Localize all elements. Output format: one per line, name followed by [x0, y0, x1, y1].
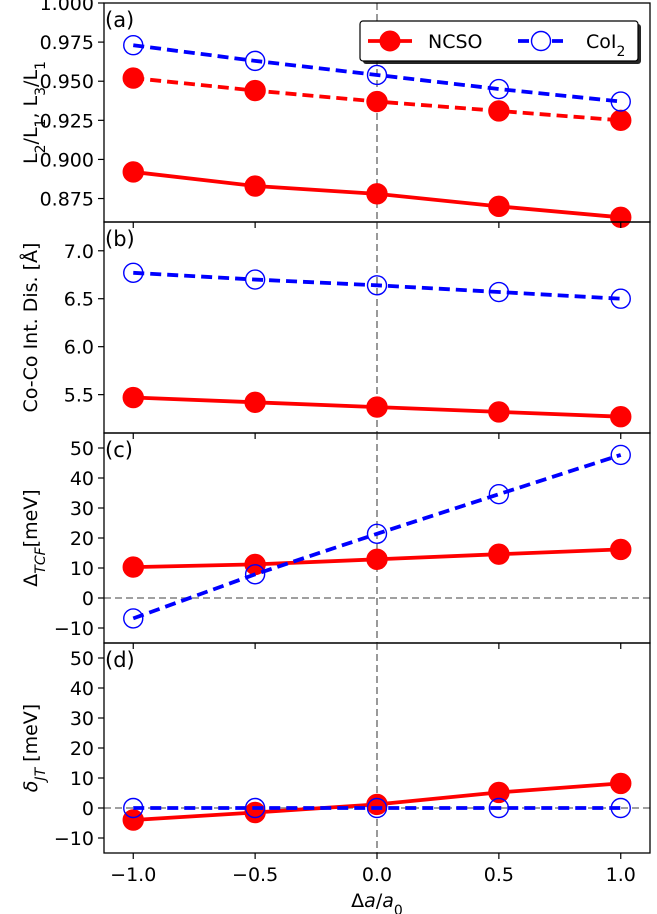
y-tick-label: 20 [70, 528, 94, 550]
y-tick-label: 6.0 [64, 337, 94, 359]
data-point-coi2 [244, 50, 266, 72]
data-point-coi2 [488, 78, 510, 100]
y-tick-label: 20 [70, 738, 94, 760]
y-tick-label: 0.925 [40, 110, 94, 132]
data-point-ncso [244, 79, 266, 102]
panels: 0.875 0.900 0.925 0.950 0.975 1.000 (a) L2/L1, … [19, 0, 651, 859]
data-point-coi2 [488, 797, 510, 819]
data-point-ncso [488, 195, 510, 218]
data-point-coi2 [244, 564, 266, 585]
data-point-ncso [366, 548, 388, 570]
data-point-ncso [610, 538, 632, 561]
data-point-coi2 [488, 281, 510, 303]
x-tick-label: 1.0 [606, 864, 636, 886]
panel-a: 0.875 0.900 0.925 0.950 0.975 1.000 (a) L2/L1, … [20, 0, 651, 229]
y-tick-label: 0.900 [40, 149, 94, 171]
data-point-coi2 [366, 797, 388, 819]
y-tick-label: −10 [54, 828, 94, 850]
y-tick-label: 10 [70, 558, 94, 580]
data-point-ncso [122, 556, 144, 578]
data-point-coi2 [244, 797, 266, 819]
y-tick-label: −10 [54, 618, 94, 640]
panel-label: (b) [105, 227, 135, 251]
x-tick-label: 0.5 [484, 864, 514, 886]
y-tick-label: 5.5 [64, 385, 94, 407]
data-point-coi2 [610, 444, 631, 466]
series-line-coi2-2 [133, 43, 621, 104]
y-axis-label: Co-Co Int. Dis. [Å] [19, 243, 42, 413]
panel-label: (a) [105, 8, 134, 32]
y-tick-label: 50 [70, 648, 94, 670]
data-point-ncso [366, 183, 388, 205]
legend: NCSO CoI2 [359, 20, 641, 64]
data-point-ncso [122, 809, 144, 831]
y-tick-label: 10 [70, 768, 94, 790]
legend-marker-ncso [379, 30, 401, 52]
data-point-ncso [122, 161, 144, 183]
y-tick-label: 0 [82, 588, 94, 610]
data-point-coi2 [123, 797, 144, 819]
y-tick-label: 6.5 [64, 289, 94, 311]
x-tick-label: −0.5 [232, 864, 278, 886]
legend-box [359, 20, 639, 62]
legend-label-ncso: NCSO [428, 31, 483, 53]
data-point-coi2 [123, 608, 144, 629]
x-tick-label: −1.0 [110, 864, 156, 886]
panel-label: (d) [105, 648, 135, 672]
series-line-coi2-1 [133, 270, 621, 301]
y-tick-label: 50 [70, 438, 94, 460]
data-point-ncso [244, 801, 266, 824]
y-axis-label: L2/L1, L3/L1 [20, 61, 49, 164]
y-tick-label: 30 [70, 498, 94, 520]
data-point-ncso [366, 90, 388, 113]
panel-d: −10 0 10 20 30 40 50 (d) δJT [meV] [20, 642, 651, 859]
x-tick-label: 0.0 [362, 864, 392, 886]
data-point-coi2 [610, 91, 631, 112]
y-tick-label: 0.975 [40, 32, 94, 54]
x-axis-label: Δa/a0 [351, 890, 403, 914]
data-point-coi2 [244, 269, 266, 290]
data-point-ncso [488, 543, 510, 565]
y-axis-label: ΔTCF[meV] [20, 489, 49, 586]
data-point-coi2 [366, 275, 388, 296]
y-tick-label: 0.950 [40, 71, 94, 93]
data-point-ncso [610, 405, 632, 428]
data-point-ncso [488, 781, 510, 804]
data-point-coi2 [488, 484, 510, 505]
series-line-coi2-1 [132, 453, 622, 621]
data-point-ncso [488, 401, 510, 423]
legend-marker-coi2 [530, 30, 552, 52]
y-axis-label: δJT [meV] [20, 704, 49, 792]
data-point-ncso [488, 100, 510, 122]
data-point-ncso [610, 109, 632, 132]
y-tick-label: 7.0 [64, 241, 94, 263]
data-point-coi2 [610, 797, 631, 819]
panel-b: 5.5 6.0 6.5 7.0 (b) Co-Co Int. Dis. [Å] [19, 221, 651, 439]
data-point-ncso [366, 396, 388, 418]
y-tick-label: 0.875 [40, 189, 94, 211]
data-point-coi2 [123, 35, 144, 56]
data-point-ncso [366, 793, 388, 816]
shared-x-axis: −1.0 −0.5 0.0 0.5 1.0 Δa/a0 [110, 864, 636, 914]
panel-label: (c) [105, 438, 133, 462]
legend-label-coi2: CoI2 [586, 31, 625, 60]
data-point-ncso [122, 386, 144, 409]
data-point-ncso [610, 772, 632, 795]
panel-c: −10 0 10 20 30 40 50 (c) ΔTCF[meV] [20, 432, 651, 649]
data-point-ncso [244, 391, 266, 414]
data-point-coi2 [366, 523, 388, 544]
y-tick-label: 1.000 [40, 0, 94, 15]
data-point-coi2 [123, 262, 144, 284]
data-point-coi2 [610, 288, 631, 309]
y-tick-label: 0 [82, 798, 94, 820]
y-tick-label: 30 [70, 708, 94, 730]
y-tick-label: 40 [70, 468, 94, 490]
data-point-coi2 [366, 64, 388, 86]
y-tick-label: 40 [70, 678, 94, 700]
data-point-ncso [244, 175, 266, 197]
data-point-ncso [122, 67, 144, 89]
